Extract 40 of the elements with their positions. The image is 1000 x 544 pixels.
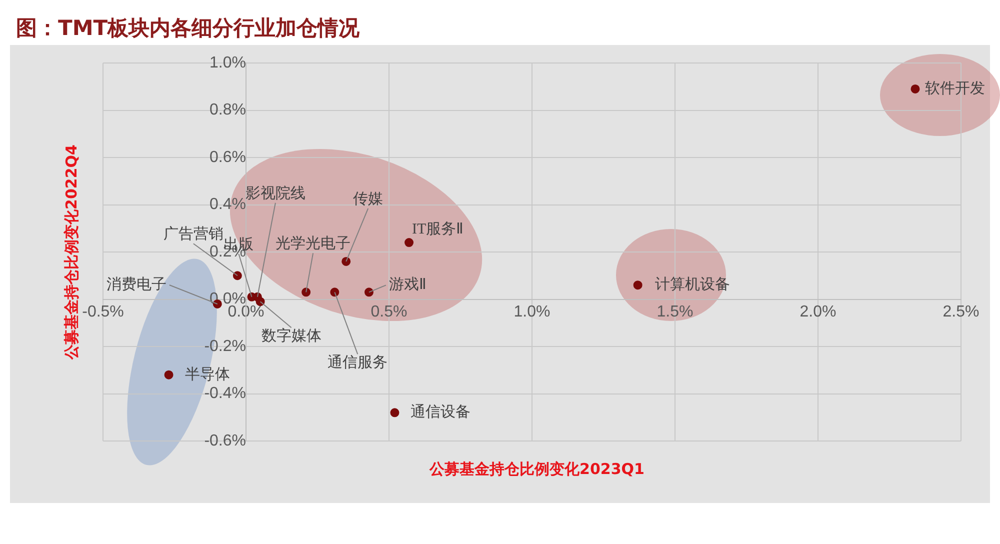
point [164,370,174,380]
x-tick-label: -0.5% [82,303,124,320]
y-tick-label: 0.8% [210,102,246,119]
annotation: 消费电子 [106,276,166,293]
point [302,288,311,297]
annotation: 通信设备 [410,404,471,421]
x-tick-label: 0.0% [228,303,264,320]
point [330,288,340,297]
annotation: 半导体 [184,366,230,383]
annotation: 传媒 [353,191,384,208]
y-tick-label: 0.6% [210,148,246,166]
annotation: 通信服务 [328,354,388,372]
chart-title: 图：TMT板块内各细分行业加仓情况 [16,15,360,42]
annotation: 游戏Ⅱ [388,276,426,294]
annotation: IT服务Ⅱ [412,220,464,238]
point [910,84,920,94]
x-tick-label: 1.5% [656,303,694,320]
point [232,271,242,280]
x-tick-label: 2.5% [942,303,980,320]
y-tick-label: 0.4% [210,196,246,214]
y-tick-label: 1.0% [210,54,246,72]
annotation: 影视院线 [245,184,306,202]
annotation: 光学光电子 [276,235,351,252]
annotation: 数字媒体 [261,328,322,345]
y-axis-title: 公募基金持仓比例变化2022Q4 [62,144,82,360]
x-tick-label: 0.5% [370,303,408,320]
y-tick-label: -0.2% [204,338,246,355]
point [390,408,400,418]
point [364,288,374,297]
point [342,256,351,266]
x-axis-title: 公募基金持仓比例变化2023Q1 [430,460,644,479]
x-tick-label: 2.0% [800,303,836,320]
y-tick-label: -0.4% [204,385,246,402]
annotation: 软件开发 [925,80,986,97]
x-tick-label: 1.0% [514,303,550,320]
point [404,238,414,248]
annotation: 广告营销 [163,226,224,243]
point [633,280,642,290]
annotation: 计算机设备 [654,276,730,294]
y-tick-label: -0.6% [204,432,246,450]
